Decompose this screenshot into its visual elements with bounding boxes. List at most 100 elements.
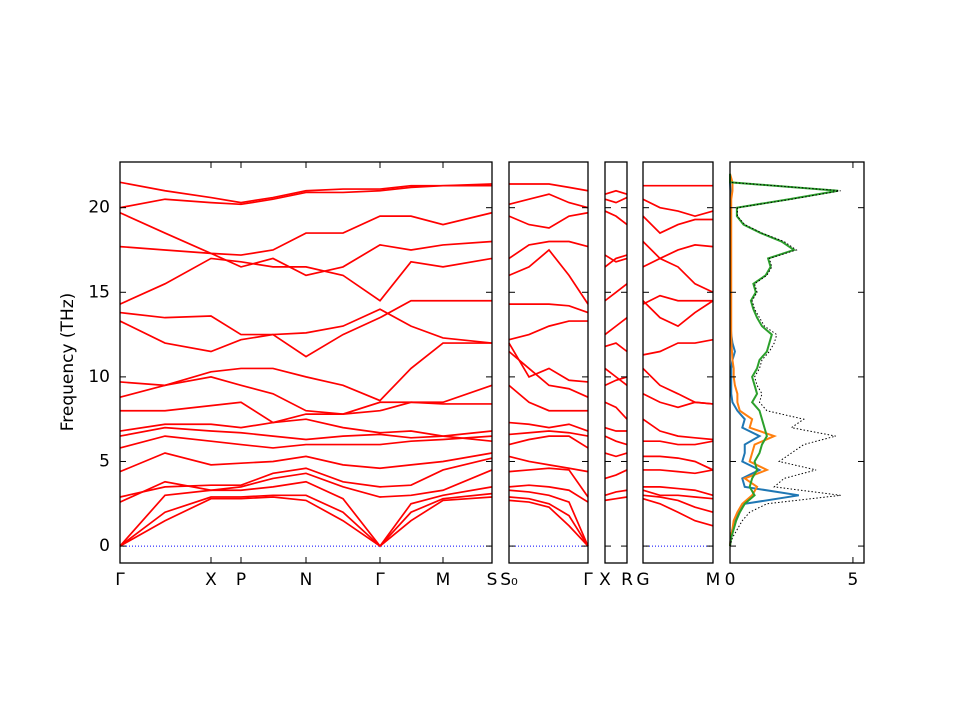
band — [508, 320, 588, 341]
panel-frame — [729, 161, 865, 564]
band — [119, 492, 493, 548]
x-tick-label: P — [236, 570, 246, 590]
dos-line — [729, 173, 799, 547]
y-axis-label: Frequency (THz) — [58, 293, 78, 432]
band — [642, 294, 713, 305]
band — [604, 435, 628, 446]
band — [508, 435, 589, 449]
y-tick-label: 20 — [88, 198, 110, 218]
band — [508, 430, 589, 437]
band — [119, 299, 492, 358]
band — [604, 376, 628, 387]
band — [119, 342, 492, 402]
x-tick-label: 0 — [725, 570, 736, 590]
band — [119, 211, 493, 256]
band — [119, 183, 493, 209]
band — [508, 211, 589, 229]
y-tick-label: 15 — [88, 282, 110, 302]
panel-frame — [508, 161, 589, 564]
band — [643, 469, 714, 475]
band — [508, 499, 589, 547]
band — [642, 367, 714, 405]
x-tick-label: G — [636, 570, 649, 590]
panel-frame — [604, 161, 628, 564]
x-tick-label: 5 — [848, 570, 859, 590]
band — [119, 308, 493, 353]
band — [604, 254, 628, 263]
band — [119, 480, 493, 548]
band — [642, 215, 713, 235]
band — [642, 198, 714, 218]
band — [604, 469, 628, 480]
band — [604, 496, 628, 502]
band — [508, 240, 589, 260]
panel-frame — [642, 161, 714, 564]
x-tick-label: M — [706, 570, 721, 590]
band — [642, 418, 714, 441]
x-tick-label: Γ — [115, 570, 125, 590]
band — [119, 257, 493, 305]
band — [508, 455, 589, 473]
band — [508, 489, 589, 547]
band — [642, 338, 714, 356]
band — [643, 440, 714, 446]
band — [604, 254, 628, 268]
band — [508, 248, 589, 305]
band — [604, 367, 628, 387]
band — [508, 496, 589, 547]
dos-line — [729, 173, 778, 547]
band — [643, 486, 714, 497]
band — [604, 489, 628, 497]
band — [604, 210, 628, 226]
band — [509, 183, 589, 192]
band — [642, 497, 714, 527]
band — [604, 189, 628, 195]
band — [119, 240, 493, 277]
band — [508, 484, 589, 503]
band — [642, 494, 714, 514]
band — [604, 283, 628, 302]
band — [119, 496, 493, 548]
band — [508, 350, 589, 398]
x-tick-label: X — [599, 570, 611, 590]
x-tick-label: X — [205, 570, 217, 590]
x-tick-label: S — [487, 570, 498, 590]
band — [604, 342, 628, 353]
x-tick-label: Γ — [375, 570, 385, 590]
band — [643, 455, 714, 471]
band — [119, 181, 492, 204]
band — [119, 435, 493, 449]
band — [604, 401, 628, 420]
y-tick-label: 10 — [88, 367, 110, 387]
band — [119, 418, 493, 443]
x-tick-label: Γ — [583, 570, 593, 590]
band — [508, 384, 588, 412]
band — [508, 342, 589, 383]
band — [509, 303, 589, 314]
band — [642, 489, 714, 500]
y-tick-label: 0 — [99, 536, 110, 556]
band — [119, 457, 493, 498]
band — [604, 452, 628, 458]
x-tick-label: S₀ — [500, 570, 518, 590]
band — [119, 376, 492, 415]
band — [508, 193, 589, 209]
x-tick-label: R — [621, 570, 633, 590]
band — [642, 300, 714, 328]
band — [642, 240, 714, 260]
x-tick-label: M — [436, 570, 451, 590]
band — [119, 452, 493, 473]
band — [604, 316, 628, 336]
y-tick-label: 5 — [99, 451, 110, 471]
band — [604, 426, 627, 432]
band — [604, 196, 628, 204]
dos-line — [729, 173, 841, 547]
x-tick-label: N — [300, 570, 313, 590]
band — [508, 421, 589, 432]
band — [119, 469, 493, 503]
band — [642, 257, 714, 294]
dos-line — [729, 173, 839, 547]
band — [642, 393, 714, 409]
